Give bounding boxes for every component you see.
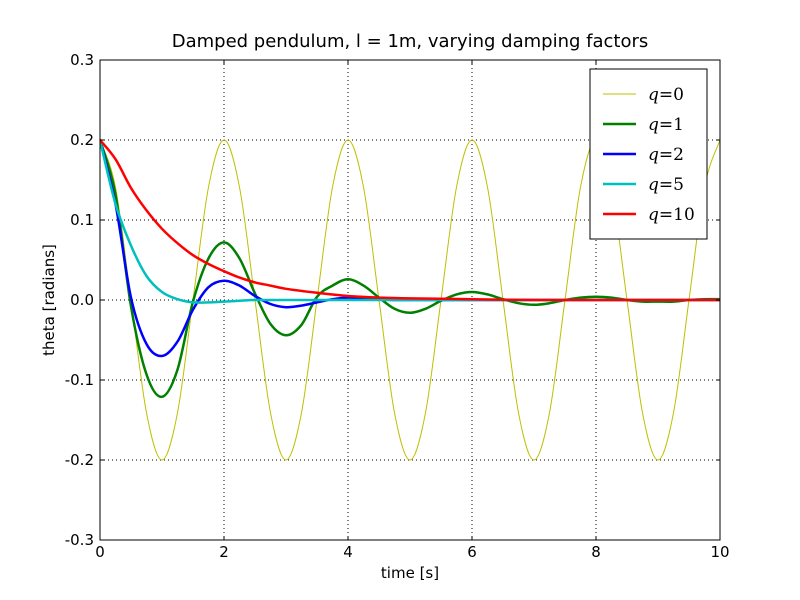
- legend: q=0 q=1 q=2 q=5 q=10: [589, 68, 708, 240]
- legend-items: q=0 q=1 q=2 q=5 q=10: [603, 85, 695, 225]
- x-tick-label: 6: [467, 543, 477, 561]
- x-axis-label: time [s]: [381, 564, 439, 582]
- y-tick-label: -0.1: [65, 371, 94, 389]
- y-tick-label: 0.2: [70, 131, 94, 149]
- axis-ticks: 0 2 4 6 8 10 -0.3 -0.2 -0.1 0.0 0.1 0.2 0.3: [65, 51, 730, 561]
- series-line-1: [100, 138, 720, 399]
- y-tick-label: 0.0: [70, 291, 94, 309]
- series-lines: [100, 138, 720, 461]
- legend-label-5: q=5: [648, 175, 684, 195]
- x-tick-label: 2: [219, 543, 229, 561]
- y-tick-label: 0.3: [70, 51, 94, 69]
- legend-label-10: q=10: [648, 205, 695, 225]
- legend-label-1: q=1: [648, 115, 684, 135]
- x-tick-label: 8: [591, 543, 601, 561]
- legend-label-0: q=0: [648, 85, 684, 105]
- x-tick-label: 10: [710, 543, 729, 561]
- series-line-10: [100, 138, 720, 302]
- x-tick-label: 0: [95, 543, 105, 561]
- y-tick-label: -0.2: [65, 451, 94, 469]
- y-axis-label: theta [radians]: [40, 244, 58, 356]
- legend-label-2: q=2: [648, 145, 684, 165]
- chart-title: Damped pendulum, l = 1m, varying damping…: [172, 31, 649, 52]
- x-tick-label: 4: [343, 543, 353, 561]
- y-tick-label: 0.1: [70, 211, 94, 229]
- y-tick-label: -0.3: [65, 531, 94, 549]
